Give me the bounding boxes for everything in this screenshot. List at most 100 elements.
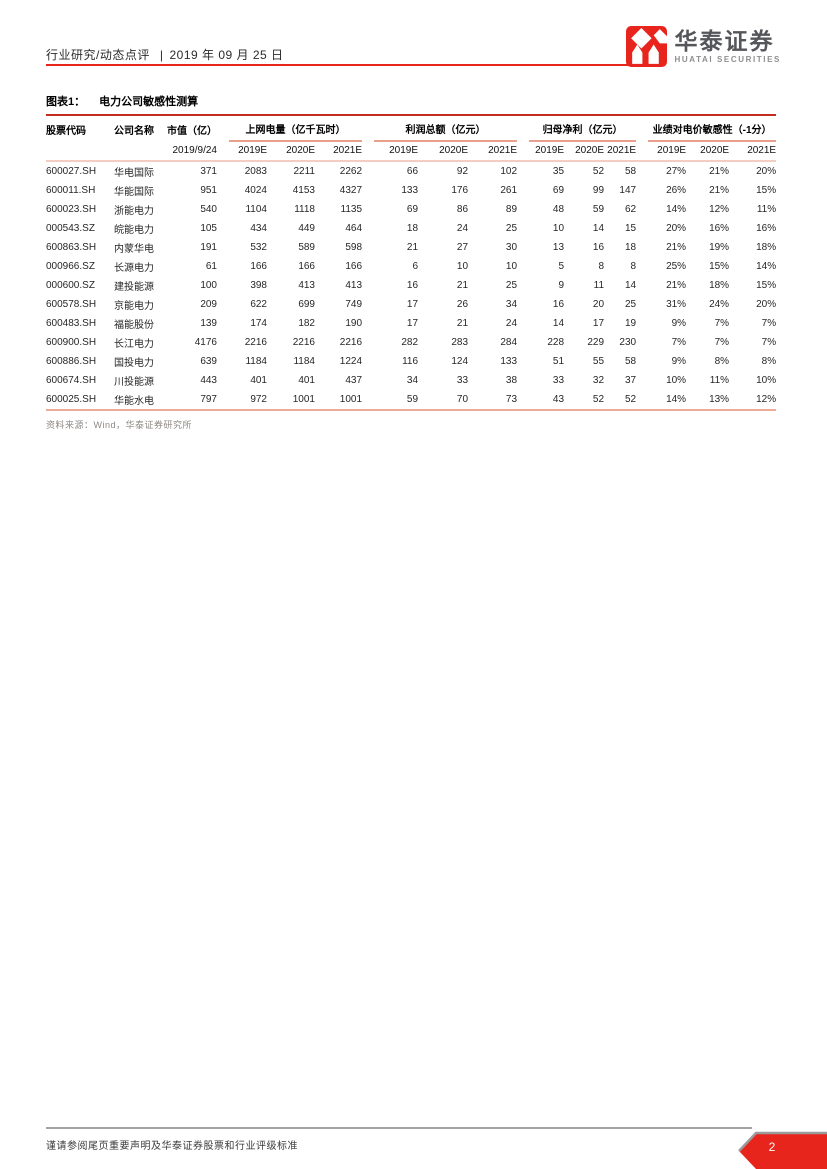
- value-cell: 190: [345, 318, 363, 329]
- value-cell: 15%: [709, 261, 730, 272]
- value-cell: 139: [200, 318, 217, 329]
- value-cell: 20%: [756, 299, 777, 310]
- company-name-cell: 福能股份: [114, 320, 154, 331]
- value-cell: 19%: [709, 242, 730, 253]
- subheader-mktcap-date: 2019/9/24: [162, 142, 217, 162]
- value-cell: 21%: [709, 166, 730, 177]
- value-cell: 166: [298, 261, 315, 272]
- value-cell: 449: [298, 223, 315, 234]
- value-cell: 209: [200, 299, 217, 310]
- value-cell: 124: [451, 356, 469, 367]
- value-cell: 2262: [339, 166, 363, 177]
- table-row: 600027.SH 华电国际 371 2083 2211 2262 66 92 102 35 52 5…: [46, 161, 776, 181]
- value-cell: 133: [500, 356, 518, 367]
- value-cell: 26%: [666, 185, 687, 196]
- value-cell: 48: [552, 204, 565, 215]
- value-cell: 20: [592, 299, 605, 310]
- figure-title: 电力公司敏感性测算: [99, 96, 199, 108]
- value-cell: 86: [456, 204, 469, 215]
- value-cell: 16: [552, 299, 565, 310]
- company-name-cell: 川投能源: [114, 377, 154, 388]
- sensitivity-table: 股票代码 公司名称 市值（亿） 上网电量（亿千瓦时） 利润总额（亿元） 归母净利…: [46, 116, 777, 411]
- stock-code-cell: 000600.SZ: [46, 280, 95, 291]
- value-cell: 282: [401, 337, 419, 348]
- value-cell: 9%: [671, 318, 687, 329]
- subheader-year: 2021E: [315, 142, 363, 162]
- value-cell: 30: [505, 242, 518, 253]
- value-cell: 19: [624, 318, 637, 329]
- value-cell: 639: [200, 356, 217, 367]
- value-cell: 972: [217, 390, 267, 411]
- value-cell: 191: [200, 242, 217, 253]
- value-cell: 62: [624, 204, 637, 215]
- value-cell: 21: [406, 242, 419, 253]
- value-cell: 10%: [666, 375, 687, 386]
- value-cell: 14%: [636, 390, 687, 411]
- value-cell: 261: [500, 185, 518, 196]
- value-cell: 102: [500, 166, 518, 177]
- value-cell: 371: [200, 166, 217, 177]
- table-row: 600578.SH 京能电力 209 622 699 749 17 26 34 16 20 25 31%…: [46, 295, 776, 314]
- value-cell: 540: [200, 204, 217, 215]
- value-cell: 7%: [714, 337, 730, 348]
- value-cell: 147: [619, 185, 637, 196]
- table-row: 600863.SH 内蒙华电 191 532 589 598 21 27 30 13 16 18 21%…: [46, 238, 776, 257]
- value-cell: 21: [456, 318, 469, 329]
- value-cell: 37: [624, 375, 637, 386]
- value-cell: 59: [362, 390, 419, 411]
- value-cell: 55: [592, 356, 605, 367]
- table-row: 600483.SH 福能股份 139 174 182 190 17 21 24 14 17 19 9% 7…: [46, 314, 776, 333]
- value-cell: 25: [624, 299, 637, 310]
- value-cell: 2211: [293, 166, 315, 177]
- value-cell: 283: [451, 337, 469, 348]
- value-cell: 15: [624, 223, 637, 234]
- value-cell: 749: [345, 299, 363, 310]
- value-cell: 116: [402, 356, 419, 367]
- value-cell: 43: [517, 390, 565, 411]
- value-cell: 699: [298, 299, 315, 310]
- value-cell: 58: [624, 166, 637, 177]
- value-cell: 10: [505, 261, 518, 272]
- value-cell: 51: [552, 356, 565, 367]
- value-cell: 166: [345, 261, 363, 272]
- value-cell: 622: [250, 299, 267, 310]
- table-row: 000600.SZ 建投能源 100 398 413 413 16 21 25 9 11 14 21% 1…: [46, 276, 776, 295]
- value-cell: 100: [200, 280, 217, 291]
- value-cell: 34: [505, 299, 518, 310]
- value-cell: 10%: [756, 375, 777, 386]
- value-cell: 9: [558, 280, 565, 291]
- subheader-year: 2021E: [468, 142, 518, 162]
- company-name-cell: 建投能源: [114, 282, 154, 293]
- value-cell: 10: [552, 223, 565, 234]
- value-cell: 4024: [244, 185, 267, 196]
- company-logo: 华泰证券 HUATAI SECURITIES: [625, 26, 781, 67]
- page-badge-shape: [738, 1131, 827, 1169]
- value-cell: 2216: [292, 337, 315, 348]
- value-cell: 11%: [756, 204, 777, 215]
- report-date: 2019 年 09 月 25 日: [169, 48, 284, 62]
- table-row: 600674.SH 川投能源 443 401 401 437 34 33 38 33 32 37 10%…: [46, 371, 776, 390]
- footer-rule: [46, 1127, 752, 1129]
- table-body: 600027.SH 华电国际 371 2083 2211 2262 66 92 102 35 52 5…: [46, 161, 777, 411]
- value-cell: 15%: [756, 280, 777, 291]
- value-cell: 20%: [666, 223, 687, 234]
- logo-name-en: HUATAI SECURITIES: [674, 55, 781, 65]
- stock-code-cell: 000543.SZ: [46, 223, 95, 234]
- table-row: 600025.SH 华能水电 797 972 1001 1001 59 70 73 43 52 52 1…: [46, 390, 777, 411]
- figure-title-row: 图表1： 电力公司敏感性测算: [46, 93, 776, 116]
- value-cell: 14: [624, 280, 637, 291]
- subheader-year: 2020E: [267, 142, 315, 162]
- subheader-empty: [46, 142, 114, 162]
- value-cell: 6: [412, 261, 419, 272]
- value-cell: 2216: [339, 337, 363, 348]
- value-cell: 92: [456, 166, 469, 177]
- value-cell: 25%: [666, 261, 687, 272]
- stock-code-cell: 600886.SH: [46, 356, 97, 367]
- value-cell: 16%: [756, 223, 777, 234]
- value-cell: 27: [456, 242, 469, 253]
- value-cell: 13: [552, 242, 565, 253]
- stock-code-cell: 600011.SH: [46, 185, 96, 196]
- value-cell: 17: [406, 299, 419, 310]
- value-cell: 24: [456, 223, 469, 234]
